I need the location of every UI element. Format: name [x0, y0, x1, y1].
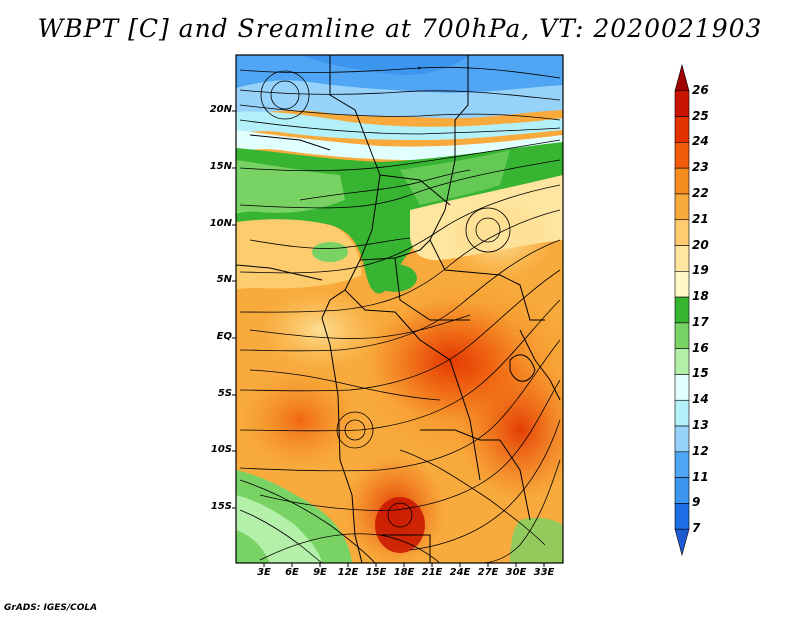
lon-label: 21E — [421, 567, 443, 578]
colorbar-label: 26 — [692, 82, 709, 97]
colorbar-segment — [674, 528, 690, 557]
lon-label: 3E — [257, 567, 271, 578]
colorbar-segment — [674, 374, 690, 401]
colorbar-segment — [674, 90, 690, 117]
colorbar-segment — [674, 399, 690, 427]
lat-label: 10S — [210, 444, 232, 455]
map-frame — [235, 54, 564, 564]
colorbar-label: 14 — [692, 392, 709, 407]
lon-label: 18E — [393, 567, 415, 578]
lat-label: 5S — [217, 388, 232, 399]
lon-label: 15E — [365, 567, 387, 578]
lon-label: 9E — [313, 567, 327, 578]
colorbar — [674, 63, 690, 557]
colorbar-label: 13 — [692, 418, 709, 433]
colorbar-label: 23 — [692, 160, 709, 175]
lon-label: 12E — [337, 567, 359, 578]
streamlines — [239, 66, 561, 563]
lon-label: 30E — [505, 567, 527, 578]
colorbar-segment — [674, 219, 690, 246]
colorbar-segment — [674, 142, 690, 169]
lat-label: 20N — [209, 104, 232, 115]
colorbar-label: 25 — [692, 108, 709, 123]
grads-credit: GrADS: IGES/COLA — [4, 603, 98, 613]
lat-label: 10N — [209, 218, 232, 229]
colorbar-label: 18 — [692, 289, 709, 304]
lon-label: 27E — [477, 567, 499, 578]
colorbar-segment — [674, 322, 690, 349]
colorbar-segment — [674, 451, 690, 478]
lat-label: 15N — [209, 161, 232, 172]
country-borders — [236, 55, 561, 563]
colorbar-segment — [674, 63, 690, 92]
lon-label: 24E — [449, 567, 471, 578]
colorbar-label: 24 — [692, 134, 709, 149]
colorbar-segment — [674, 167, 690, 195]
colorbar-segment — [674, 503, 690, 530]
wbpt-shading — [236, 55, 563, 563]
colorbar-label: 22 — [692, 185, 709, 200]
axis-ticks — [232, 110, 545, 567]
lon-label: 33E — [533, 567, 555, 578]
lat-label: 15S — [210, 501, 232, 512]
lat-label: 5N — [216, 274, 232, 285]
map-title: WBPT [C] and Sreamline at 700hPa, VT: 20… — [37, 14, 763, 43]
colorbar-segment — [674, 296, 690, 324]
colorbar-label: 21 — [692, 211, 709, 226]
colorbar-label: 16 — [692, 340, 709, 355]
colorbar-segment — [674, 271, 690, 298]
colorbar-label: 17 — [692, 314, 709, 329]
colorbar-label: 11 — [692, 469, 709, 484]
colorbar-label: 12 — [692, 443, 709, 458]
colorbar-label: 20 — [692, 237, 709, 252]
colorbar-label: 9 — [692, 495, 701, 510]
colorbar-segment — [674, 193, 690, 221]
colorbar-segment — [674, 348, 690, 375]
colorbar-segment — [674, 425, 690, 453]
colorbar-label: 7 — [692, 521, 701, 536]
colorbar-segment — [674, 245, 690, 272]
lat-label: EQ — [216, 331, 232, 342]
colorbar-label: 15 — [692, 366, 709, 381]
colorbar-segment — [674, 477, 690, 504]
lon-label: 6E — [285, 567, 299, 578]
colorbar-segment — [674, 116, 690, 143]
colorbar-label: 19 — [692, 263, 709, 278]
